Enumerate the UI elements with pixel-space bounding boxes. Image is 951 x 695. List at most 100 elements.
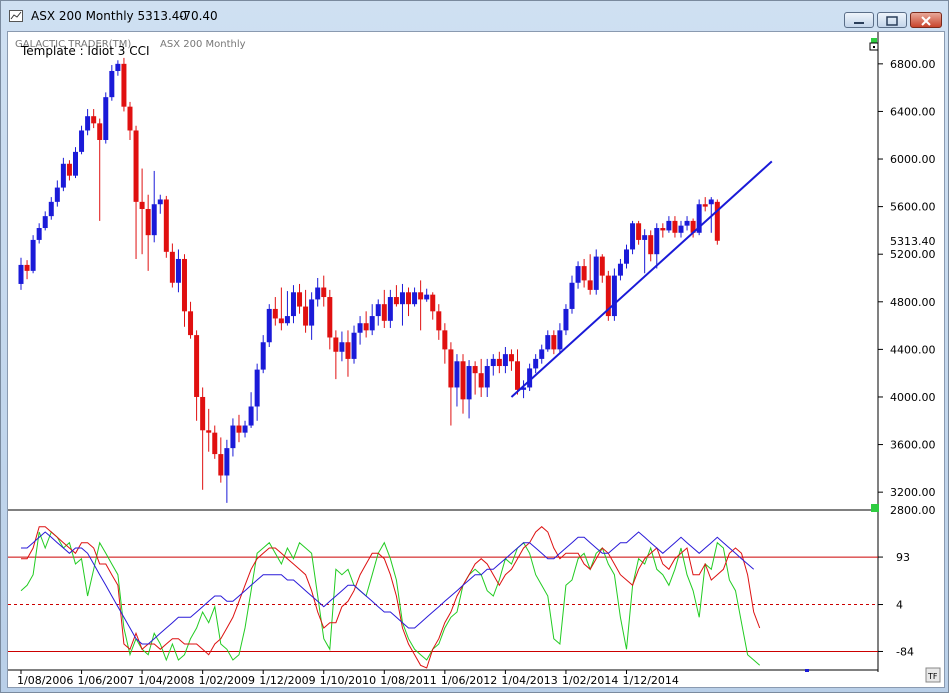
candle-body [478, 373, 484, 388]
price-tick-label: 5600.00 [890, 201, 936, 214]
candle-body [666, 220, 672, 231]
candle-body [169, 251, 175, 283]
candle-body [399, 292, 405, 305]
maximize-button[interactable] [877, 12, 907, 28]
candle-body [381, 304, 387, 321]
tf-button[interactable] [925, 667, 941, 683]
cci-green-marker [871, 504, 879, 512]
candle-body [278, 318, 284, 324]
candle-body [115, 63, 121, 71]
candle-body [363, 323, 369, 331]
candle-body [515, 361, 521, 390]
candle-body [224, 448, 230, 476]
maximize-icon [886, 16, 898, 26]
price-tick-label: 3200.00 [890, 486, 936, 499]
candle-body [593, 256, 599, 290]
chart-svg[interactable]: GALACTIC TRADER(TM) ASX 200 Monthly Temp… [8, 32, 944, 687]
candle-body [345, 342, 351, 359]
candle-body [436, 311, 442, 331]
candle-body [127, 106, 133, 131]
close-button[interactable] [910, 12, 942, 28]
cci-series-line [21, 526, 761, 669]
minimize-icon [854, 22, 864, 24]
time-tick-label: 1/08/2006 [17, 674, 73, 687]
candle-body [617, 263, 623, 276]
time-tick-label: 1/04/2008 [138, 674, 194, 687]
candle-body [527, 368, 533, 388]
candle-body [545, 335, 551, 350]
candle-body [557, 330, 563, 350]
candle-body [97, 123, 103, 140]
candle-body [357, 323, 363, 333]
candle-body [496, 358, 502, 367]
candle-body [430, 294, 436, 312]
candle-body [242, 425, 248, 433]
candle-body [599, 256, 605, 276]
candle-body [188, 311, 194, 336]
close-icon [921, 16, 931, 26]
cci-tick-label: 4 [896, 599, 903, 612]
price-axis: 6800.00 6400.00 6000.00 5600.00 5200.00 4800.… [877, 32, 936, 672]
candle-body [484, 366, 490, 388]
time-tick-label: 1/02/2014 [562, 674, 618, 687]
price-tick-label: 5200.00 [890, 248, 936, 261]
candle-body [636, 223, 642, 240]
candle-body [254, 369, 260, 407]
candle-body [248, 406, 254, 426]
cci-tick-label: -84 [896, 645, 914, 658]
candle-body [581, 266, 587, 281]
candle-body [194, 335, 200, 397]
candle-body [272, 308, 278, 319]
price-tick-label: 4400.00 [890, 343, 936, 356]
time-tick-label: 1/04/2013 [501, 674, 557, 687]
minimize-button[interactable] [844, 12, 874, 28]
candle-body [30, 239, 36, 271]
candle-body [466, 366, 472, 400]
candle-body [521, 387, 527, 390]
candle-body [472, 366, 478, 374]
candle-body [587, 280, 593, 290]
time-tick-label: 1/06/2012 [441, 674, 497, 687]
time-tick-label: 1/12/2014 [623, 674, 679, 687]
candle-body [18, 264, 24, 284]
candle-body [151, 204, 157, 236]
title-bar[interactable]: ASX 200 Monthly 5313.40 -70.40 [1, 1, 950, 31]
chart-app-icon[interactable] [9, 10, 23, 22]
candle-body [48, 201, 54, 217]
symbol-label: ASX 200 Monthly [160, 39, 246, 50]
time-tick-label: 1/08/2011 [380, 674, 436, 687]
candle-body [212, 432, 218, 455]
candle-body [702, 204, 708, 207]
time-tick-label: 1/10/2010 [320, 674, 376, 687]
candle-body [660, 228, 666, 231]
candle-body [424, 294, 430, 300]
chart-area[interactable]: GALACTIC TRADER(TM) ASX 200 Monthly Temp… [7, 31, 945, 688]
candle-body [502, 354, 508, 367]
candle-body [175, 258, 181, 283]
candle-body [79, 130, 85, 152]
trendline [510, 160, 773, 398]
cci-panel[interactable]: 2800.00 93 4 -84 [8, 504, 936, 669]
candle-body [303, 306, 309, 326]
candle-body [42, 216, 48, 229]
candle-body [690, 220, 696, 233]
source-label: GALACTIC TRADER(TM) [15, 39, 131, 50]
time-tick-label: 1/12/2009 [259, 674, 315, 687]
candle-body [290, 292, 296, 317]
candle-body [206, 430, 212, 433]
last-value-label: 5313.40 [890, 235, 936, 248]
candle-body [448, 349, 454, 388]
candle-body [630, 223, 636, 250]
candle-body [575, 266, 581, 283]
candle-body [375, 304, 381, 317]
candle-body [533, 358, 539, 369]
candle-body [236, 425, 242, 433]
price-tick-label: 4000.00 [890, 391, 936, 404]
candle-body [139, 201, 145, 209]
candle-body [181, 258, 187, 312]
price-panel[interactable]: GALACTIC TRADER(TM) ASX 200 Monthly Temp… [15, 32, 936, 672]
cci-tick-label: 2800.00 [890, 504, 936, 517]
candle-body [109, 70, 115, 98]
candle-body [696, 204, 702, 233]
